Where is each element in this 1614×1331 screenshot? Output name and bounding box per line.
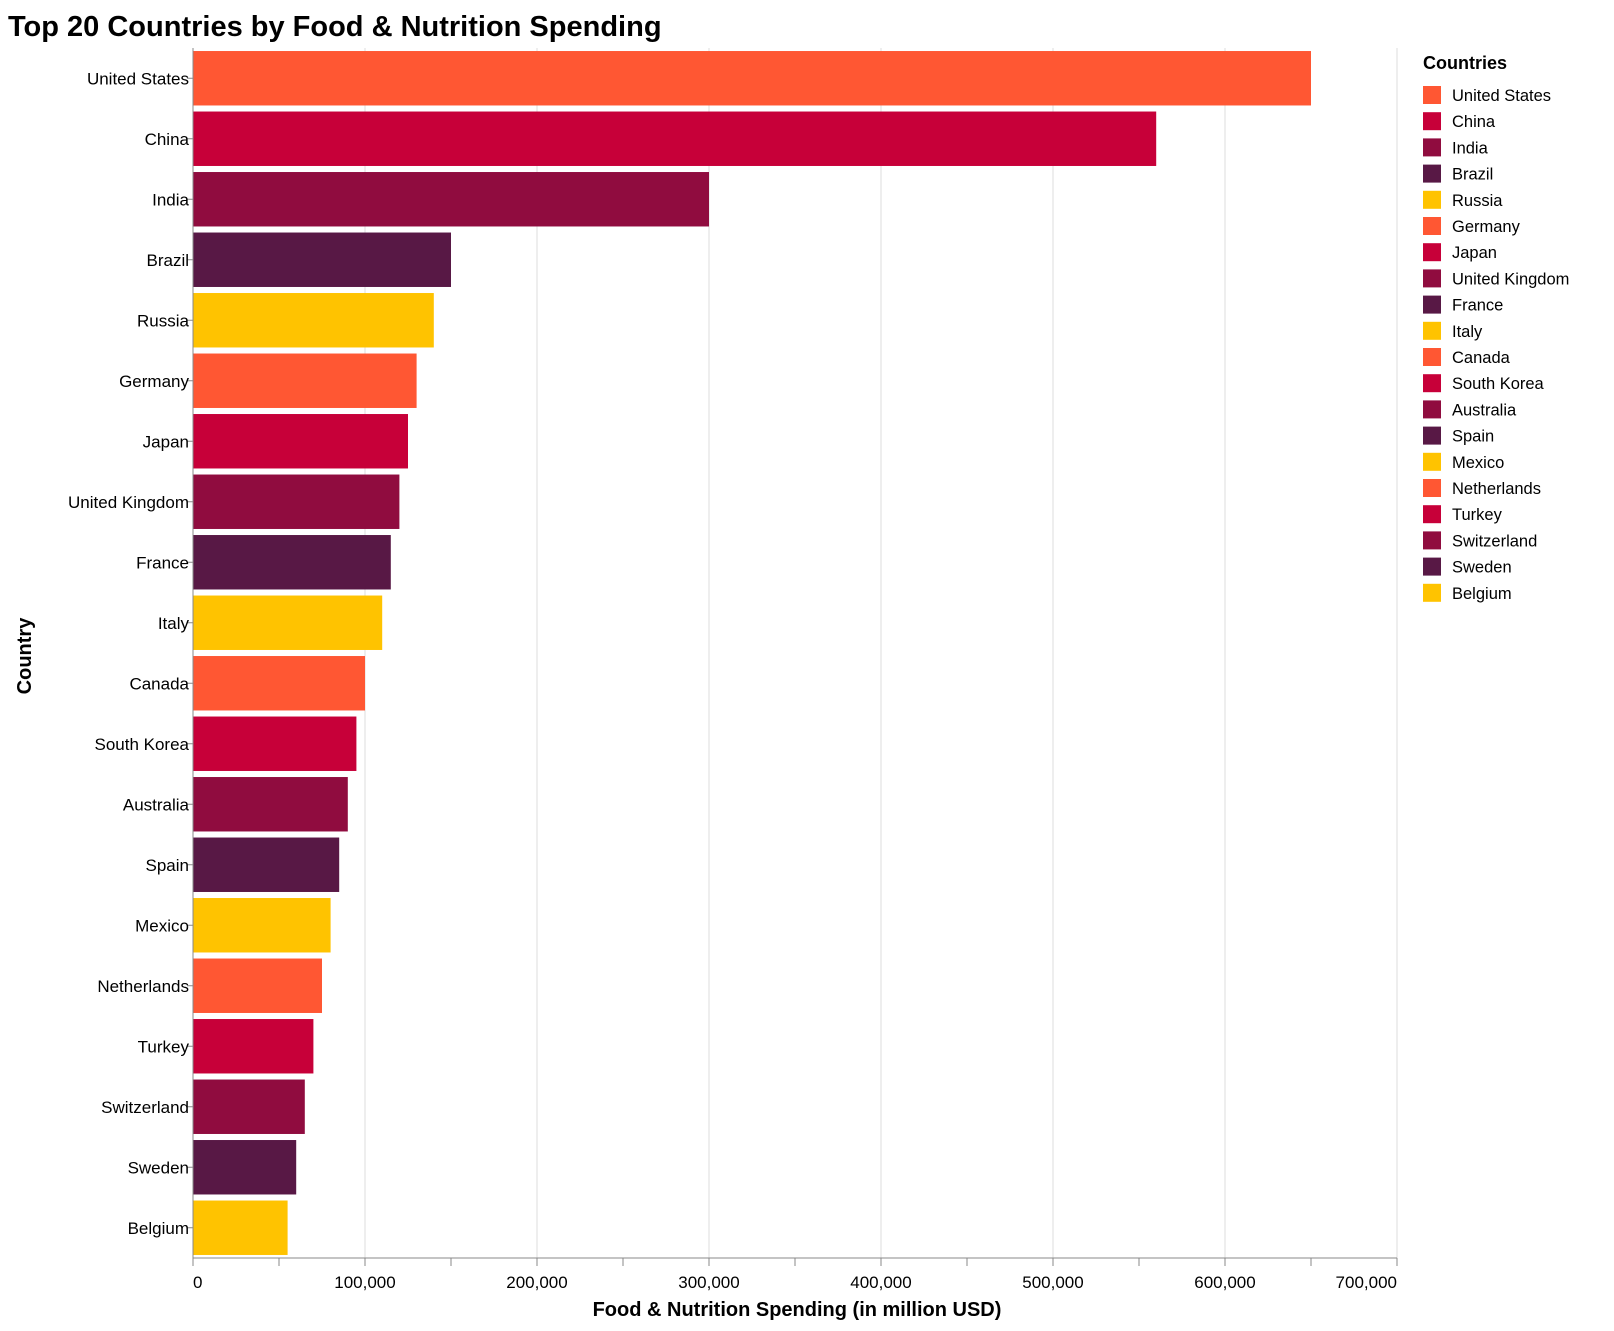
legend-swatch xyxy=(1423,295,1441,314)
y-tick-label: Brazil xyxy=(146,251,189,270)
bar-united-states[interactable] xyxy=(193,51,1311,106)
legend-swatch xyxy=(1423,426,1441,445)
bar-italy[interactable] xyxy=(193,595,383,650)
legend-swatch xyxy=(1423,505,1441,524)
legend-swatch xyxy=(1423,86,1441,104)
legend-swatch xyxy=(1423,164,1441,183)
y-tick-label: Italy xyxy=(158,614,190,633)
legend-label: United Kingdom xyxy=(1452,270,1569,288)
legend-swatch xyxy=(1423,531,1441,550)
legend: Countries United States China India Brazil R… xyxy=(1423,53,1569,603)
x-tick-label: 400,000 xyxy=(850,1273,911,1292)
x-tick-label: 300,000 xyxy=(678,1273,739,1292)
bar-canada[interactable] xyxy=(193,656,365,711)
bar-turkey[interactable] xyxy=(193,1019,314,1074)
x-tick-label: 0 xyxy=(193,1273,202,1292)
legend-swatch xyxy=(1423,269,1441,288)
y-tick-label: Germany xyxy=(119,372,189,391)
x-tick-label: 700,000 xyxy=(1336,1273,1397,1292)
bar-netherlands[interactable] xyxy=(193,958,322,1013)
legend-label: Australia xyxy=(1452,401,1517,419)
y-tick-label: South Korea xyxy=(94,735,189,754)
y-axis: United States China India Brazil Russia Germa… xyxy=(68,48,194,1258)
y-tick-label: China xyxy=(145,130,190,149)
bar-south-korea[interactable] xyxy=(193,716,357,771)
legend-label: Japan xyxy=(1452,244,1497,262)
bar-india[interactable] xyxy=(193,172,709,227)
y-tick-label: United States xyxy=(87,69,189,88)
legend-swatch xyxy=(1423,321,1441,340)
y-tick-label: France xyxy=(136,553,189,572)
legend-label: Germany xyxy=(1452,218,1521,236)
y-tick-label: Canada xyxy=(129,674,189,693)
y-tick-label: Belgium xyxy=(128,1219,189,1238)
y-axis-title: Country xyxy=(14,617,36,695)
legend-label: Brazil xyxy=(1452,166,1493,184)
x-tick-label: 200,000 xyxy=(506,1273,567,1292)
y-tick-label: Japan xyxy=(143,432,189,451)
bar-france[interactable] xyxy=(193,535,391,590)
y-tick-label: Russia xyxy=(137,311,190,330)
legend-label: Switzerland xyxy=(1452,532,1537,550)
y-tick-label: India xyxy=(152,190,189,209)
legend-swatch xyxy=(1423,138,1441,157)
bar-brazil[interactable] xyxy=(193,232,451,287)
legend-swatch xyxy=(1423,557,1441,576)
legend-title: Countries xyxy=(1423,53,1507,73)
bar-united-kingdom[interactable] xyxy=(193,474,400,529)
bar-russia[interactable] xyxy=(193,293,434,348)
legend-label: Italy xyxy=(1452,323,1483,341)
x-tick-label: 100,000 xyxy=(334,1273,395,1292)
legend-label: France xyxy=(1452,297,1503,315)
x-tick-label: 500,000 xyxy=(1022,1273,1083,1292)
y-tick-label: Australia xyxy=(123,795,190,814)
y-tick-label: United Kingdom xyxy=(68,493,189,512)
chart-title: Top 20 Countries by Food & Nutrition Spe… xyxy=(8,11,662,43)
y-tick-label: Turkey xyxy=(138,1037,190,1056)
y-tick-label: Sweden xyxy=(128,1158,189,1177)
bar-switzerland[interactable] xyxy=(193,1079,305,1134)
bar-australia[interactable] xyxy=(193,777,348,832)
bars xyxy=(193,51,1311,1255)
legend-swatch xyxy=(1423,452,1441,471)
legend-label: Turkey xyxy=(1452,506,1503,524)
legend-label: South Korea xyxy=(1452,375,1545,393)
legend-swatch xyxy=(1423,400,1441,419)
legend-label: Spain xyxy=(1452,428,1494,446)
legend-label: India xyxy=(1452,139,1489,157)
legend-label: Mexico xyxy=(1452,454,1504,472)
legend-swatch xyxy=(1423,479,1441,497)
legend-swatch xyxy=(1423,374,1441,393)
bar-belgium[interactable] xyxy=(193,1200,288,1255)
legend-swatch xyxy=(1423,112,1441,131)
y-tick-label: Netherlands xyxy=(97,977,189,996)
legend-label: China xyxy=(1452,113,1496,131)
x-axis: 0 100,000 200,000 300,000 400,000 500,000 600,… xyxy=(192,1257,1398,1292)
y-tick-label: Mexico xyxy=(135,916,189,935)
gridlines xyxy=(192,48,1398,1258)
x-tick-label: 600,000 xyxy=(1194,1273,1255,1292)
legend-label: Netherlands xyxy=(1452,480,1541,498)
legend-label: Sweden xyxy=(1452,559,1512,577)
legend-swatch xyxy=(1423,217,1441,235)
bar-spain[interactable] xyxy=(193,837,340,892)
legend-swatch xyxy=(1423,190,1441,209)
legend-swatch xyxy=(1423,348,1441,366)
bar-sweden[interactable] xyxy=(193,1140,297,1195)
bar-mexico[interactable] xyxy=(193,898,331,953)
legend-label: Belgium xyxy=(1452,585,1512,603)
bar-germany[interactable] xyxy=(193,353,417,408)
legend-label: Canada xyxy=(1452,349,1511,367)
bar-china[interactable] xyxy=(193,111,1157,166)
x-axis-title: Food & Nutrition Spending (in million US… xyxy=(593,1299,1002,1321)
y-tick-label: Switzerland xyxy=(101,1098,189,1117)
legend-label: United States xyxy=(1452,87,1551,105)
bar-japan[interactable] xyxy=(193,414,408,469)
legend-label: Russia xyxy=(1452,192,1503,210)
legend-swatch xyxy=(1423,243,1441,262)
y-tick-label: Spain xyxy=(146,856,189,875)
legend-swatch xyxy=(1423,583,1441,602)
